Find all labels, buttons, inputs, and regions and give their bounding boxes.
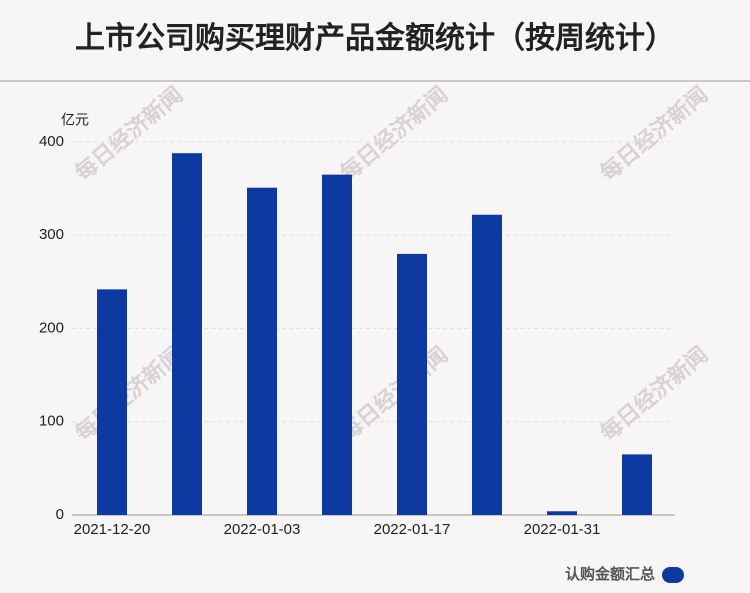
y-tick-label: 0	[56, 506, 64, 523]
bar	[172, 153, 202, 515]
bar	[247, 187, 277, 515]
bar	[322, 174, 352, 515]
y-tick-label: 300	[39, 226, 64, 243]
bar	[397, 253, 427, 515]
x-tick-label: 2022-01-31	[524, 521, 601, 538]
y-tick-label: 400	[39, 133, 64, 150]
x-tick-label: 2021-12-20	[74, 521, 151, 538]
legend-label: 认购金额汇总	[565, 565, 655, 583]
bar	[622, 454, 652, 515]
y-tick-label: 100	[39, 413, 64, 430]
x-tick-label: 2022-01-03	[224, 521, 301, 538]
bar	[472, 214, 502, 516]
legend-swatch	[662, 567, 684, 583]
y-axis-unit: 亿元	[61, 112, 89, 128]
y-tick-label: 200	[39, 319, 64, 336]
chart-title: 上市公司购买理财产品金额统计（按周统计）	[75, 21, 675, 55]
bar	[547, 511, 577, 515]
x-tick-label: 2022-01-17	[374, 521, 451, 538]
bar	[97, 289, 127, 515]
